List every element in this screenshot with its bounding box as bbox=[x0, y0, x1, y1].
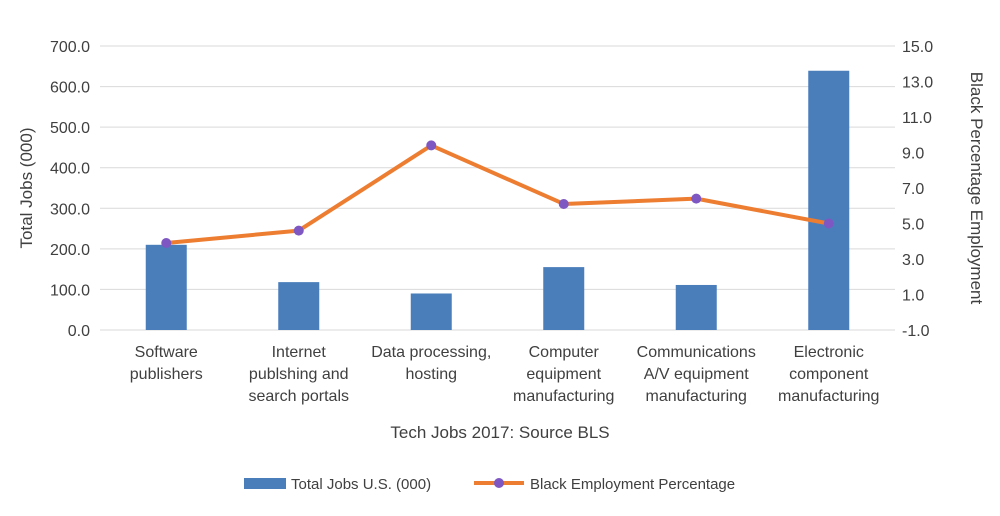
y2-tick-label: 7.0 bbox=[902, 181, 924, 198]
line-point bbox=[691, 193, 702, 204]
y-tick-label: 0.0 bbox=[68, 323, 90, 340]
bar bbox=[410, 293, 452, 330]
legend: Total Jobs U.S. (000) Black Employment P… bbox=[244, 476, 735, 493]
category-label: Computer equipment manufacturing bbox=[513, 344, 614, 405]
category-labels: Software publishers Internet publshing and s… bbox=[130, 344, 880, 405]
line-point bbox=[161, 238, 172, 249]
y-tick-label: 200.0 bbox=[50, 242, 90, 259]
y2-tick-label: 5.0 bbox=[902, 217, 924, 234]
line-point bbox=[823, 218, 834, 229]
bar-series bbox=[145, 70, 850, 331]
category-label: Communications A/V equipment manufacturing bbox=[637, 344, 756, 405]
y-tick-label: 600.0 bbox=[50, 80, 90, 97]
legend-swatch-bar bbox=[244, 478, 286, 489]
y2-tick-label: 11.0 bbox=[902, 110, 932, 127]
series-line bbox=[166, 143, 830, 246]
y2-tick-label: 15.0 bbox=[902, 39, 933, 56]
right-axis-ticks: -1.0 1.0 3.0 5.0 7.0 9.0 11.0 13.0 15.0 bbox=[902, 39, 933, 340]
line-point bbox=[293, 225, 304, 236]
bar bbox=[278, 282, 320, 330]
line-series bbox=[161, 140, 834, 249]
gridlines bbox=[100, 45, 895, 331]
y-tick-label: 400.0 bbox=[50, 161, 90, 178]
y2-tick-label: -1.0 bbox=[902, 323, 930, 340]
bar bbox=[145, 244, 187, 330]
y2-tick-label: 1.0 bbox=[902, 288, 924, 305]
bar bbox=[808, 70, 850, 331]
y-tick-label: 300.0 bbox=[50, 201, 90, 218]
legend-label-line: Black Employment Percentage bbox=[530, 476, 735, 493]
y2-tick-label: 9.0 bbox=[902, 146, 924, 163]
legend-label-bars: Total Jobs U.S. (000) bbox=[291, 476, 431, 493]
bar bbox=[675, 284, 717, 330]
line-point bbox=[558, 198, 569, 209]
y-tick-label: 500.0 bbox=[50, 120, 90, 137]
bar bbox=[543, 267, 585, 330]
legend-swatch-marker bbox=[494, 478, 504, 488]
y-tick-label: 700.0 bbox=[50, 39, 90, 56]
category-label: Software publishers bbox=[130, 344, 203, 383]
y2-tick-label: 13.0 bbox=[902, 75, 933, 92]
y2-tick-label: 3.0 bbox=[902, 252, 924, 269]
y-axis-title: Total Jobs (000) bbox=[17, 128, 36, 249]
x-axis-title: Tech Jobs 2017: Source BLS bbox=[390, 423, 609, 442]
category-label: Electronic component manufacturing bbox=[778, 344, 879, 405]
y-tick-label: 100.0 bbox=[50, 282, 90, 299]
category-label: Internet publshing and search portals bbox=[249, 344, 350, 405]
line-point bbox=[426, 140, 437, 151]
y2-axis-title: Black Percentage Employment bbox=[967, 72, 986, 305]
left-axis-ticks: 0.0 100.0 200.0 300.0 400.0 500.0 600.0 700.0 bbox=[50, 39, 90, 340]
category-label: Data processing, hosting bbox=[371, 344, 491, 383]
